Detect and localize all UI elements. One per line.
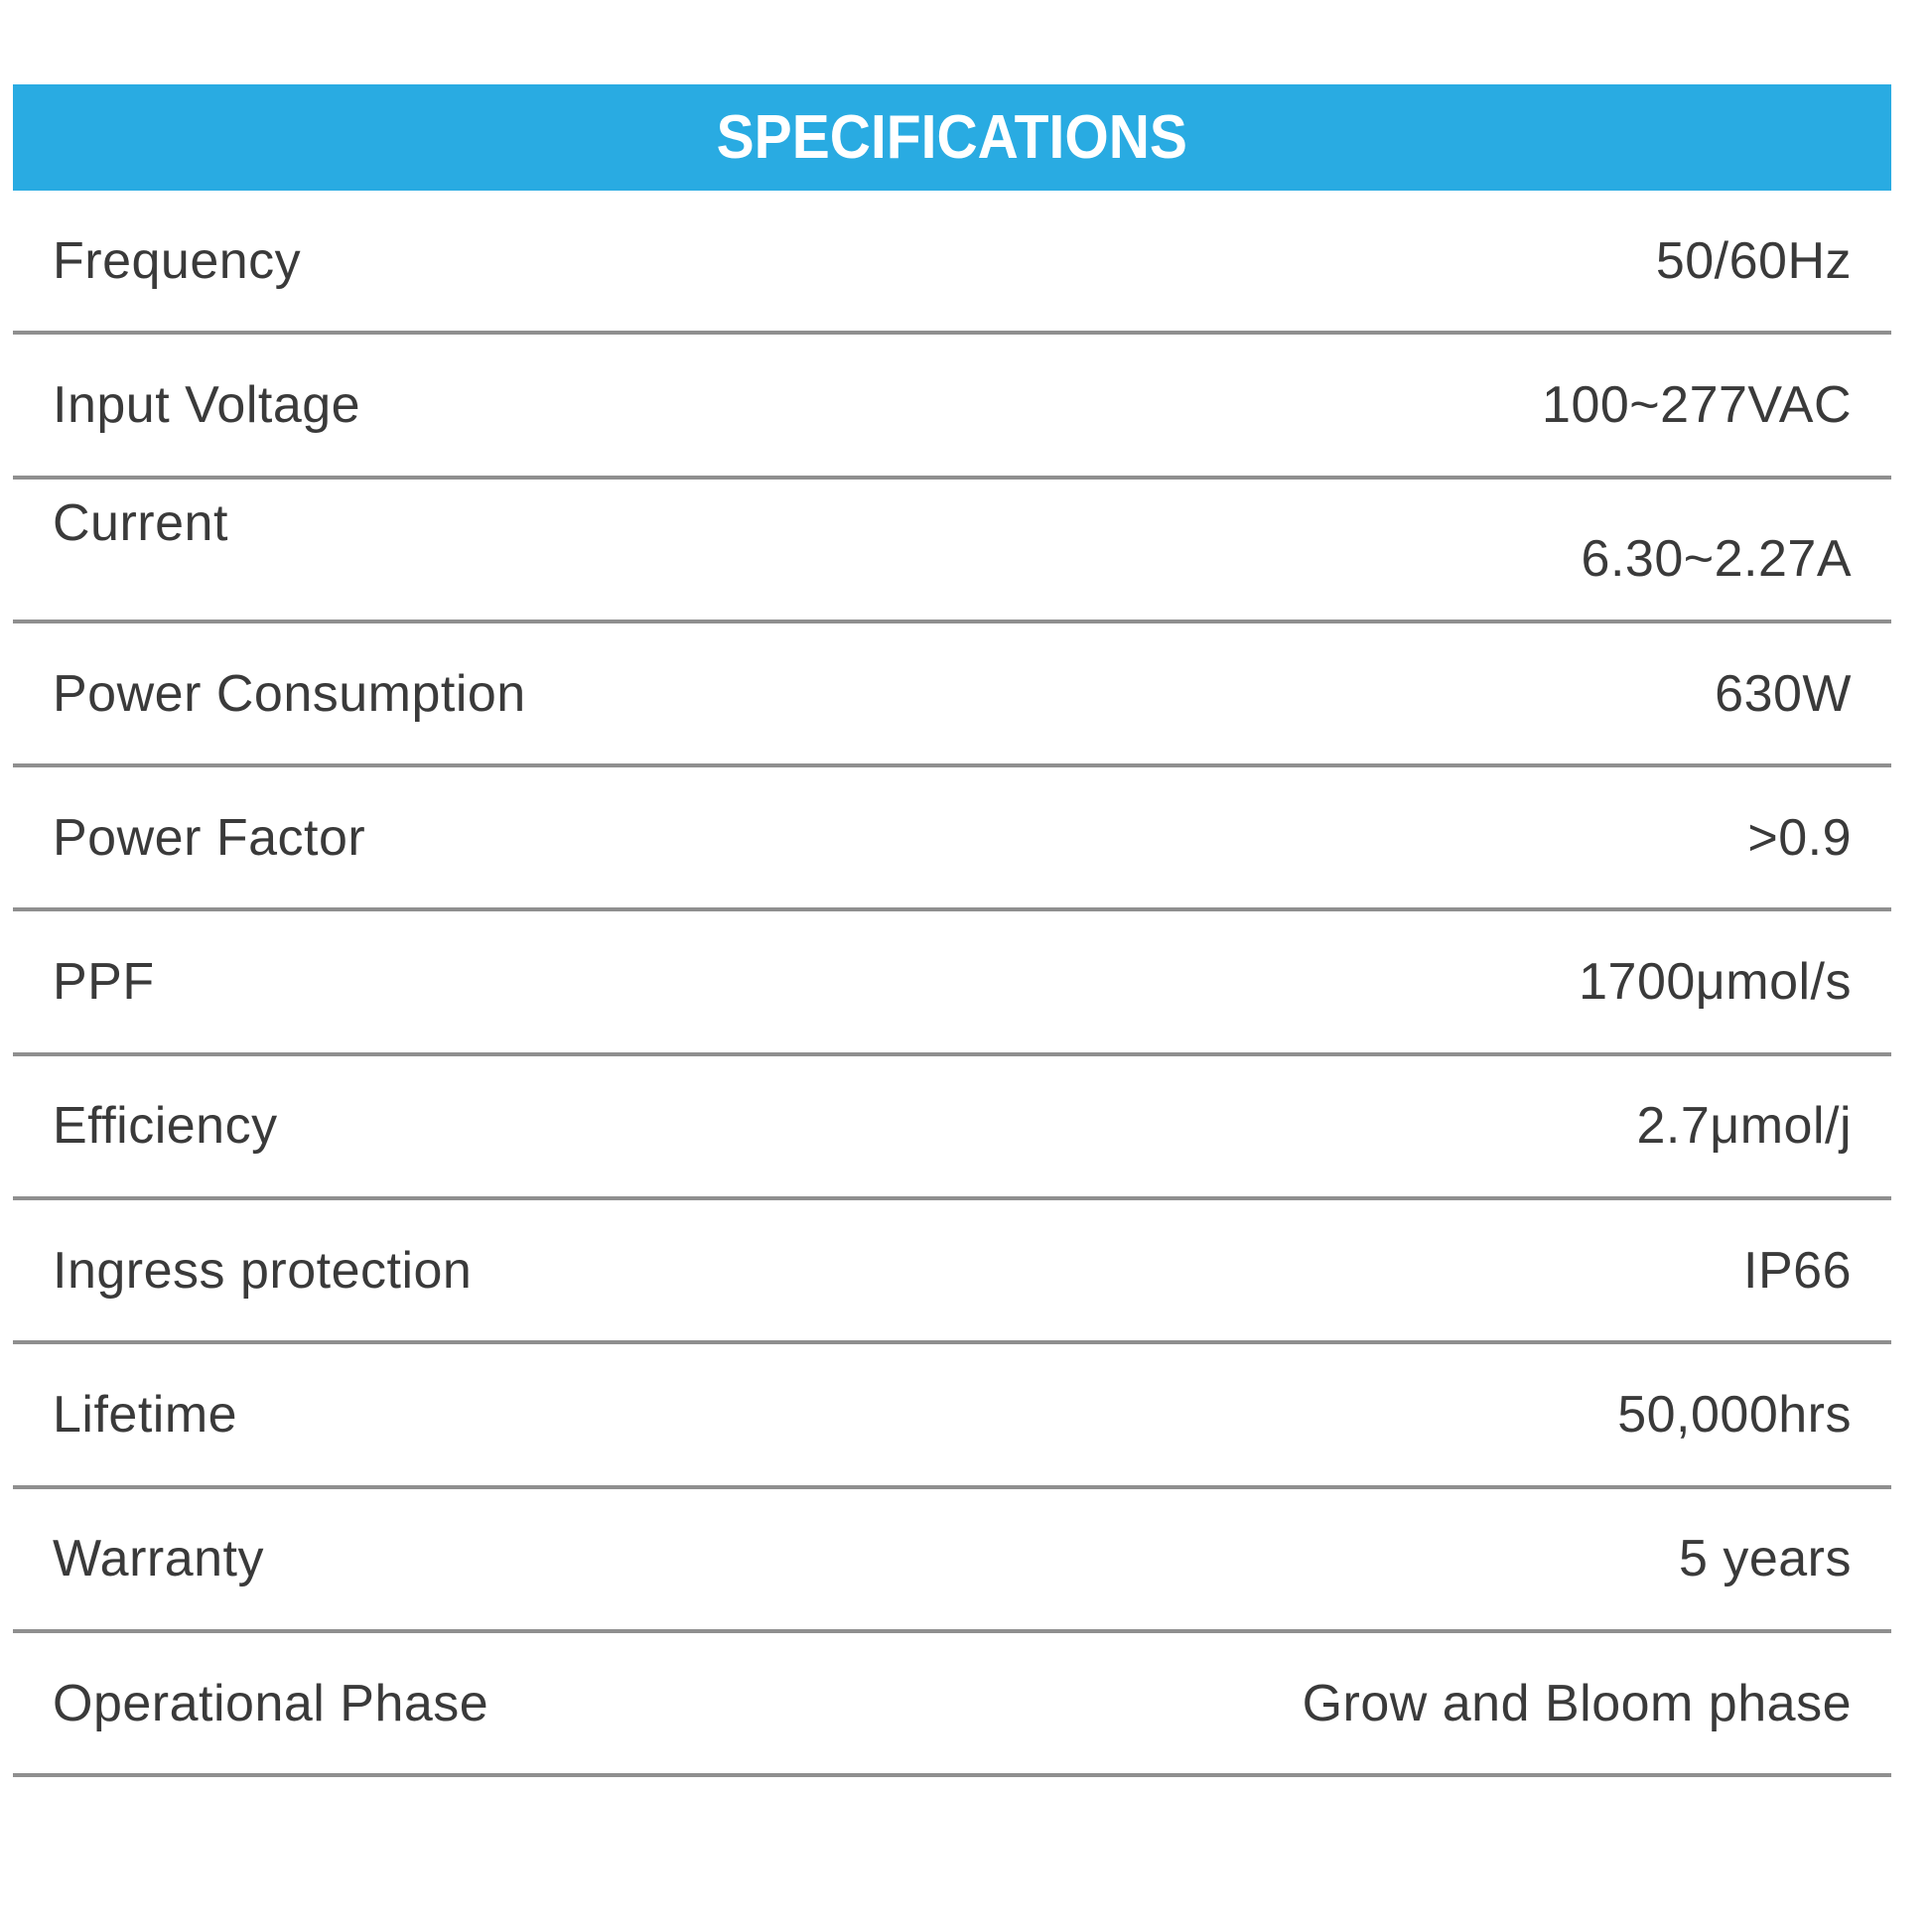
row-label: PPF <box>53 953 155 1012</box>
table-row-frequency: Frequency 50/60Hz <box>13 191 1891 336</box>
row-value: 50,000hrs <box>1617 1386 1852 1445</box>
row-value: 630W <box>1715 664 1852 723</box>
table-row-operational-phase: Operational Phase Grow and Bloom phase <box>13 1633 1891 1778</box>
row-label: Warranty <box>53 1530 264 1588</box>
row-label: Lifetime <box>53 1386 238 1445</box>
spec-table-title: SPECIFICATIONS <box>716 102 1188 172</box>
table-row-input-voltage: Input Voltage 100~277VAC <box>13 335 1891 480</box>
table-row-warranty: Warranty 5 years <box>13 1489 1891 1633</box>
table-row-efficiency: Efficiency 2.7μmol/j <box>13 1056 1891 1201</box>
row-label: Power Consumption <box>53 664 526 723</box>
table-row-lifetime: Lifetime 50,000hrs <box>13 1344 1891 1489</box>
row-label: Current <box>53 494 228 553</box>
row-value: 100~277VAC <box>1542 375 1852 434</box>
row-label: Frequency <box>53 231 302 290</box>
row-value: 6.30~2.27A <box>1581 530 1852 589</box>
row-value: 50/60Hz <box>1655 231 1852 290</box>
row-label: Power Factor <box>53 808 366 867</box>
row-label: Input Voltage <box>53 375 361 434</box>
table-row-ppf: PPF 1700μmol/s <box>13 911 1891 1056</box>
table-row-power-consumption: Power Consumption 630W <box>13 623 1891 768</box>
row-label: Operational Phase <box>53 1674 489 1732</box>
row-value: IP66 <box>1743 1241 1852 1300</box>
row-value: Grow and Bloom phase <box>1302 1674 1852 1732</box>
row-value: 2.7μmol/j <box>1636 1097 1852 1156</box>
table-row-power-factor: Power Factor >0.9 <box>13 767 1891 912</box>
table-row-current: Current 6.30~2.27A <box>13 480 1891 623</box>
spec-table-header: SPECIFICATIONS <box>13 84 1891 191</box>
row-label: Efficiency <box>53 1097 278 1156</box>
spec-table: SPECIFICATIONS Frequency 50/60Hz Input V… <box>13 84 1891 1778</box>
row-value: 5 years <box>1678 1530 1852 1588</box>
row-label: Ingress protection <box>53 1241 473 1300</box>
table-row-ingress-protection: Ingress protection IP66 <box>13 1200 1891 1345</box>
row-value: 1700μmol/s <box>1579 953 1852 1012</box>
row-value: >0.9 <box>1747 808 1852 867</box>
